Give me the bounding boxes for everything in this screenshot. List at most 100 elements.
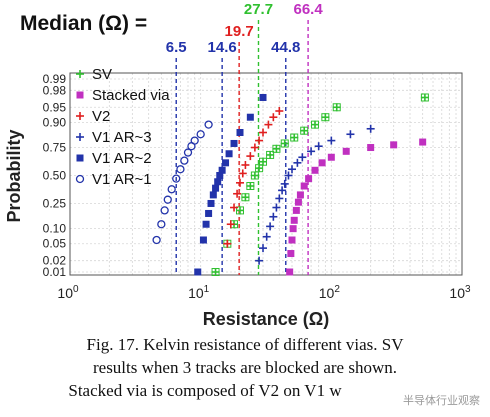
data-point-square [209, 191, 217, 199]
data-point [290, 133, 299, 142]
data-point-square [292, 206, 300, 214]
data-point-square [318, 159, 326, 167]
data-point [280, 179, 289, 188]
data-point-circle [196, 130, 205, 139]
median-label: 14.6 [208, 39, 237, 56]
data-point-square [246, 113, 254, 121]
data-point [264, 120, 273, 129]
data-point [199, 236, 207, 244]
data-point [222, 159, 230, 167]
data-point [211, 268, 220, 276]
data-point [259, 244, 268, 253]
legend-entry: V1 AR~3 [92, 129, 152, 146]
x-tick-label: 102 [319, 284, 341, 301]
data-point-square [296, 191, 304, 199]
data-point [332, 103, 341, 112]
data-point-square [305, 175, 313, 183]
data-point [194, 268, 202, 276]
legend-entry: Stacked via [92, 87, 170, 104]
data-point [236, 206, 245, 215]
data-point [305, 175, 313, 183]
data-point-square [194, 268, 202, 276]
data-point-square [300, 182, 308, 190]
y-tick-label: 0.02 [43, 254, 67, 268]
data-point-square [259, 93, 267, 101]
data-point [207, 199, 215, 207]
data-point-square [367, 144, 375, 152]
data-point [300, 182, 308, 190]
data-point-square [286, 268, 294, 276]
data-point-square [327, 153, 335, 161]
data-point [300, 126, 309, 135]
data-point [190, 136, 199, 145]
data-point [286, 268, 294, 276]
data-point [157, 220, 166, 229]
data-point [152, 235, 161, 245]
data-point [311, 120, 320, 129]
plot-frame [69, 72, 463, 276]
x-axis-label: Resistance (Ω) [203, 309, 329, 329]
data-point [176, 165, 185, 174]
y-tick-label: 0.25 [43, 196, 67, 210]
caption-line-1: Fig. 17. Kelvin resistance of different … [86, 335, 404, 354]
data-point [280, 139, 289, 148]
data-point [290, 216, 298, 224]
data-point [272, 144, 281, 153]
legend-entry: V1 AR~1 [92, 171, 152, 188]
data-point [246, 182, 255, 191]
data-point [275, 107, 284, 116]
data-point-circle [160, 206, 169, 215]
data-point [238, 169, 247, 178]
data-point [287, 250, 295, 258]
x-tick-labels: 100 101 102 103 [57, 284, 471, 301]
data-point-square [236, 129, 244, 137]
data-point [246, 113, 254, 121]
data-point [180, 156, 189, 165]
y-tick-label: 0.50 [43, 169, 67, 183]
data-point-square [205, 209, 213, 217]
x-tick-label: 100 [57, 284, 79, 301]
grid-lines [70, 73, 462, 275]
data-point [196, 130, 205, 139]
data-point-square [294, 198, 302, 206]
data-point [321, 113, 330, 122]
data-point [250, 171, 259, 180]
data-point [262, 232, 271, 241]
data-point-square [212, 184, 220, 192]
data-point [266, 150, 275, 159]
data-point [314, 142, 323, 151]
data-point-circle [172, 174, 181, 183]
median-lines: 6.5 14.619.7 27.7 44.8 66.4 [166, 1, 323, 275]
data-point [259, 128, 268, 137]
data-point [167, 185, 176, 194]
data-point [287, 165, 296, 174]
data-point-square [76, 154, 84, 162]
data-point-square [230, 139, 238, 147]
data-point [226, 220, 235, 229]
data-point [311, 166, 319, 174]
data-point [294, 198, 302, 206]
data-point [212, 184, 220, 192]
data-point [75, 174, 85, 184]
data-point [214, 178, 222, 186]
y-tick-label: 0.90 [43, 115, 67, 129]
data-point-circle [180, 156, 189, 165]
data-point [209, 191, 217, 199]
data-point [250, 143, 259, 152]
y-tick-label: 0.05 [43, 237, 67, 251]
legend-entry: V2 [92, 108, 110, 125]
legend: SV Stacked via V2 V1 AR~3 V1 AR~2 V1 AR~1 [75, 66, 170, 188]
data-point-square [199, 236, 207, 244]
y-tick-label: 0.75 [43, 141, 67, 155]
data-point [278, 186, 287, 195]
chart-title: Median (Ω) = [20, 12, 147, 35]
data-point-circle [152, 235, 161, 245]
data-point [236, 129, 244, 137]
data-point [76, 112, 84, 120]
data-point [241, 160, 250, 169]
data-point [289, 225, 297, 233]
data-point [269, 212, 278, 221]
data-point [172, 174, 181, 183]
data-point [76, 70, 84, 78]
